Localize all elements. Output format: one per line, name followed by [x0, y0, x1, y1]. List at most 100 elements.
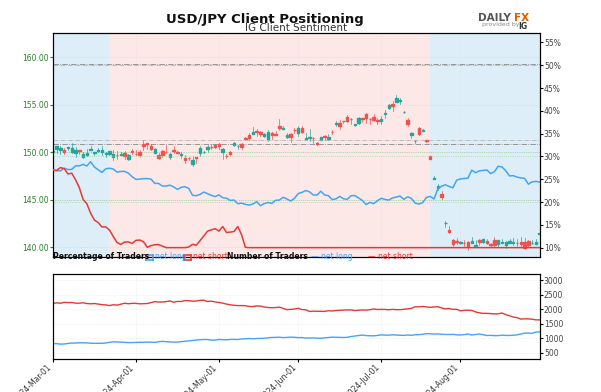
- Bar: [456, 241, 458, 242]
- Bar: [376, 120, 379, 121]
- Text: USD/JPY Client Positioning: USD/JPY Client Positioning: [165, 13, 364, 25]
- Bar: [199, 148, 201, 152]
- Bar: [176, 152, 178, 153]
- Bar: [259, 132, 261, 134]
- Bar: [414, 141, 416, 142]
- Bar: [82, 154, 84, 156]
- Bar: [380, 120, 382, 121]
- Bar: [300, 128, 303, 132]
- Bar: [308, 137, 311, 138]
- Bar: [112, 154, 114, 157]
- Bar: [448, 230, 450, 232]
- Bar: [395, 98, 397, 102]
- Text: Number of Traders: Number of Traders: [227, 252, 308, 261]
- Bar: [459, 241, 462, 243]
- Bar: [471, 241, 473, 243]
- Bar: [263, 134, 266, 136]
- Bar: [206, 147, 209, 149]
- Bar: [421, 130, 424, 131]
- Bar: [267, 132, 269, 139]
- Bar: [191, 160, 194, 165]
- Bar: [240, 143, 243, 147]
- Title: IG Client Sentiment: IG Client Sentiment: [245, 23, 347, 33]
- Bar: [486, 241, 488, 243]
- Text: — net long: — net long: [311, 252, 353, 261]
- Bar: [388, 105, 390, 109]
- Bar: [501, 242, 503, 243]
- Bar: [195, 156, 198, 158]
- Bar: [327, 138, 329, 139]
- Bar: [320, 137, 322, 140]
- Bar: [527, 241, 529, 245]
- Bar: [467, 242, 469, 246]
- Bar: [161, 151, 163, 155]
- Bar: [131, 151, 133, 152]
- Bar: [410, 133, 413, 135]
- Bar: [105, 153, 107, 154]
- Bar: [101, 150, 103, 152]
- Bar: [368, 118, 371, 119]
- Bar: [305, 138, 307, 139]
- Bar: [335, 123, 337, 124]
- Bar: [146, 143, 148, 144]
- Bar: [285, 135, 288, 137]
- Text: Percentage of Traders: Percentage of Traders: [53, 252, 149, 261]
- Bar: [70, 148, 73, 152]
- Bar: [248, 135, 251, 138]
- Bar: [504, 241, 507, 245]
- Bar: [142, 144, 145, 146]
- Bar: [282, 128, 284, 129]
- Bar: [252, 132, 254, 134]
- Bar: [406, 120, 409, 124]
- Bar: [361, 118, 364, 119]
- Bar: [218, 144, 220, 145]
- Bar: [441, 194, 443, 196]
- Bar: [172, 150, 175, 151]
- Bar: [127, 155, 130, 159]
- Bar: [97, 150, 99, 151]
- Bar: [391, 104, 394, 106]
- Bar: [123, 153, 126, 156]
- Bar: [157, 155, 160, 158]
- Bar: [290, 134, 292, 137]
- Bar: [67, 147, 69, 148]
- Bar: [120, 154, 122, 155]
- Bar: [244, 138, 246, 139]
- Bar: [108, 151, 111, 154]
- Bar: [365, 114, 367, 118]
- Bar: [426, 140, 428, 141]
- Bar: [222, 149, 224, 152]
- Bar: [52, 151, 54, 152]
- Bar: [109, 33, 430, 257]
- Bar: [338, 123, 341, 126]
- Bar: [184, 158, 186, 160]
- Bar: [169, 154, 171, 157]
- Bar: [237, 145, 239, 146]
- Text: FX: FX: [514, 13, 529, 23]
- Bar: [478, 240, 481, 242]
- Text: — net short: — net short: [368, 252, 413, 261]
- Bar: [512, 242, 514, 243]
- Bar: [78, 150, 81, 151]
- Bar: [358, 118, 360, 123]
- Bar: [297, 128, 299, 132]
- Text: IG: IG: [518, 22, 527, 31]
- Bar: [90, 149, 92, 150]
- Text: net long: net long: [155, 252, 187, 261]
- Bar: [523, 242, 526, 248]
- Bar: [436, 186, 439, 189]
- Bar: [323, 136, 326, 137]
- Bar: [493, 240, 496, 245]
- Bar: [214, 145, 216, 147]
- Bar: [497, 241, 499, 243]
- Bar: [55, 146, 58, 149]
- Bar: [399, 100, 401, 101]
- Bar: [429, 156, 432, 159]
- Bar: [86, 153, 88, 155]
- Bar: [93, 152, 96, 153]
- Bar: [59, 148, 62, 150]
- Bar: [535, 242, 537, 244]
- Bar: [346, 117, 349, 121]
- Bar: [154, 149, 156, 153]
- Text: DAILY: DAILY: [478, 13, 511, 23]
